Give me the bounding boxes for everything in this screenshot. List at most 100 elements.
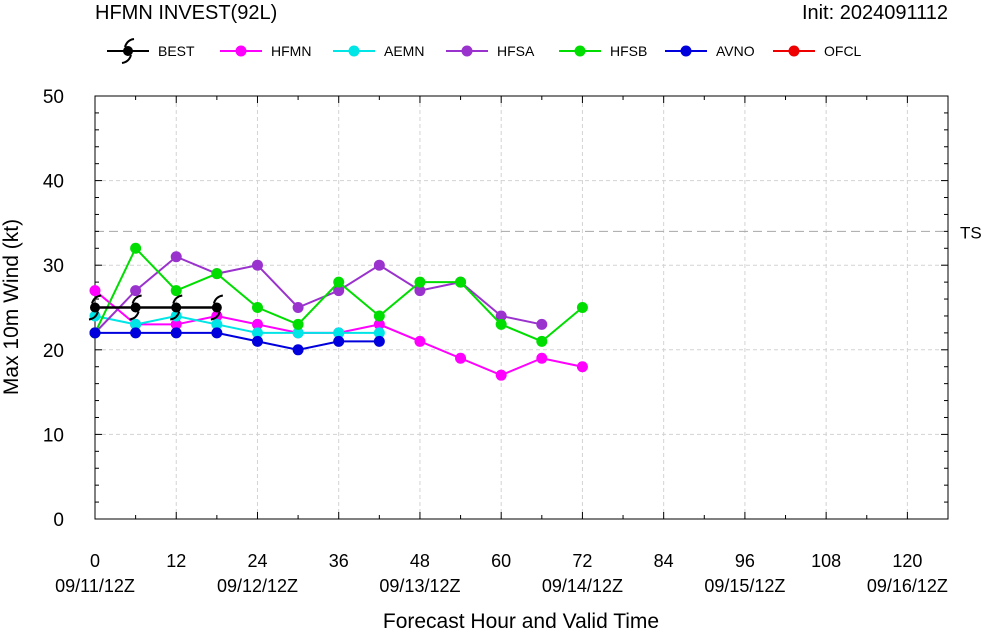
data-point-aemn (292, 327, 304, 339)
y-axis-label: Max 10m Wind (kt) (0, 219, 23, 395)
data-point-hfsb (292, 318, 304, 330)
legend-marker-ofcl (788, 45, 800, 57)
legend-marker-best (121, 38, 135, 64)
chart-title: HFMN INVEST(92L) (95, 2, 277, 24)
data-point-hfmn (455, 352, 467, 364)
data-point-hfsb (333, 276, 345, 288)
y-tick-label: 30 (43, 256, 64, 277)
x-tick-label: 48 (410, 551, 430, 571)
legend-label-hfmn: HFMN (271, 43, 311, 59)
x-tick-label: 60 (491, 551, 511, 571)
data-point-hfmn (89, 285, 101, 297)
data-point-aemn (211, 318, 223, 330)
data-point-hfmn (373, 318, 385, 330)
data-point-aemn (130, 318, 142, 330)
x-tick-label: 120 (892, 551, 922, 571)
legend-marker-avno (680, 45, 692, 57)
data-point-hfsb (414, 276, 426, 288)
legend-marker-aemn (348, 45, 360, 57)
data-point-aemn (251, 327, 263, 339)
data-point-hfsb (576, 302, 588, 313)
legend-item-best: BEST (107, 38, 195, 64)
x-tick-label: 36 (329, 551, 349, 571)
data-point-avno (333, 335, 345, 347)
series-hfmn (89, 285, 588, 381)
legend-item-hfmn: HFMN (220, 43, 311, 59)
legend-marker-hfmn (235, 45, 247, 57)
data-point-avno (89, 327, 101, 339)
reference-line-label: TS (960, 223, 982, 242)
x-date-label: 09/12/12Z (217, 576, 298, 596)
legend-label-best: BEST (158, 43, 195, 59)
data-point-avno (130, 327, 142, 339)
data-point-hfsb (170, 285, 182, 297)
y-tick-label: 20 (43, 341, 64, 362)
data-point-avno (211, 327, 223, 339)
y-tick-label: 10 (43, 425, 64, 446)
x-date-label: 09/11/12Z (55, 576, 135, 596)
data-point-hfsa (251, 259, 263, 271)
axes: 0 12 24 36 48 60 72 84 96 108 120 09/11/12Z 09/12/12… (43, 87, 949, 596)
data-point-hfmn (251, 318, 263, 330)
series-line-avno (95, 331, 380, 351)
legend-item-ofcl: OFCL (773, 43, 862, 59)
data-point-hfsa (333, 285, 345, 297)
data-point-hfsb (536, 335, 548, 347)
legend-marker-hfsa (461, 45, 473, 57)
series-hfsb (89, 242, 588, 347)
x-date-label: 09/15/12Z (704, 576, 785, 596)
plot-frame (94, 95, 949, 520)
data-point-avno (251, 335, 263, 347)
x-date-label: 09/14/12Z (542, 576, 623, 596)
x-axis-label: Forecast Hour and Valid Time (383, 610, 659, 632)
legend-marker-hfsb (574, 45, 586, 57)
data-point-best (88, 294, 102, 321)
data-point-avno (292, 344, 304, 356)
data-point-aemn (373, 327, 385, 339)
y-tick-label: 40 (43, 172, 64, 193)
series-avno (89, 327, 385, 356)
data-point-hfmn (414, 335, 426, 347)
data-point-best (210, 294, 224, 321)
data-point-aemn (333, 327, 345, 339)
data-point-hfsb (211, 268, 223, 280)
series-line-hfsa (94, 255, 543, 334)
legend: BEST HFMN AEMN HFSA HFSB AVNO OFCL (107, 38, 862, 64)
legend-item-avno: AVNO (665, 43, 755, 59)
data-point-hfmn (170, 318, 182, 330)
data-point-hfsb (495, 318, 507, 330)
series-best (88, 294, 224, 321)
data-point-hfsa (170, 251, 182, 263)
data-point-hfmn (495, 369, 507, 381)
x-tick-label: 96 (735, 551, 755, 571)
data-point-hfsa (130, 285, 142, 297)
legend-item-hfsb: HFSB (559, 43, 647, 59)
legend-label-ofcl: OFCL (824, 43, 862, 59)
x-date-label: 09/16/12Z (867, 576, 948, 596)
data-point-hfsb (455, 276, 467, 288)
data-point-hfsb (251, 302, 263, 313)
data-point-best (170, 294, 183, 321)
data-point-hfsb (130, 242, 142, 254)
x-date-label: 09/13/12Z (379, 576, 460, 596)
data-point-hfsa (292, 302, 304, 313)
x-tick-label: 0 (90, 551, 100, 571)
x-tick-label: 108 (811, 551, 841, 571)
series-line-aemn (94, 314, 380, 334)
y-tick-label: 0 (53, 510, 64, 531)
data-point-best (129, 294, 142, 321)
legend-item-aemn: AEMN (333, 43, 424, 59)
grid: TS (95, 96, 982, 519)
legend-label-hfsb: HFSB (610, 43, 647, 59)
data-point-hfsb (373, 310, 385, 322)
x-tick-label: 24 (247, 551, 267, 571)
data-point-avno (373, 335, 385, 347)
y-tick-label: 50 (43, 87, 64, 108)
data-point-hfsa (536, 318, 548, 330)
legend-label-avno: AVNO (716, 43, 755, 59)
legend-item-hfsa: HFSA (446, 43, 535, 59)
x-tick-label: 72 (572, 551, 592, 571)
data-point-hfsa (495, 310, 507, 322)
data-point-hfsa (414, 285, 426, 297)
